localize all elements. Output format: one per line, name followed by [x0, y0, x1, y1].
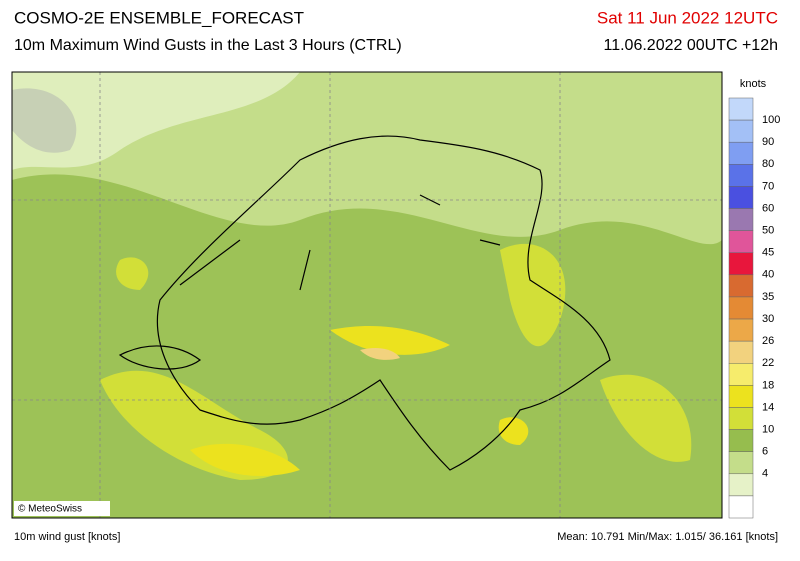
legend-swatch — [728, 407, 754, 430]
legend-label: 10 — [762, 423, 774, 435]
legend-swatch — [728, 340, 754, 364]
legend-label: 70 — [762, 180, 774, 192]
legend-swatch — [728, 164, 754, 187]
legend-swatch — [728, 296, 754, 320]
legend-label: 30 — [762, 313, 774, 325]
legend-swatch — [728, 208, 754, 231]
legend-label: 14 — [762, 401, 774, 413]
legend-label: 22 — [762, 357, 774, 369]
legend-label: 50 — [762, 225, 774, 237]
legend-swatch — [728, 141, 754, 165]
legend-label: 90 — [762, 136, 774, 148]
map: © MeteoSwiss — [12, 72, 722, 518]
legend-swatch — [728, 451, 754, 475]
run-time: 11.06.2022 00UTC +12h — [604, 37, 779, 54]
legend-swatch — [728, 363, 754, 386]
legend-swatch — [728, 252, 754, 276]
footer-left: 10m wind gust [knots] — [14, 531, 120, 543]
legend-label: 60 — [762, 202, 774, 214]
valid-time: Sat 11 Jun 2022 12UTC — [597, 8, 778, 27]
legend-swatch — [728, 230, 754, 253]
legend-label: 18 — [762, 379, 774, 391]
legend-label: 35 — [762, 291, 774, 303]
legend-swatch — [728, 119, 754, 143]
credit: © MeteoSwiss — [18, 504, 82, 515]
legend-label: 80 — [762, 158, 774, 170]
legend-swatch — [728, 429, 754, 452]
legend-label: 40 — [762, 269, 774, 281]
subtitle: 10m Maximum Wind Gusts in the Last 3 Hou… — [14, 37, 402, 54]
legend-swatch — [728, 473, 754, 497]
legend-label: 100 — [762, 114, 780, 126]
color-legend: knots 100 90 80 70 60 50 45 40 35 30 26 22 18 14 10 6 4 — [728, 78, 780, 519]
footer-right: Mean: 10.791 Min/Max: 1.015/ 36.161 [kno… — [557, 531, 778, 543]
legend-swatch — [728, 186, 754, 209]
legend-label: 4 — [762, 468, 768, 480]
legend-swatch — [728, 495, 754, 519]
legend-unit: knots — [740, 78, 767, 90]
legend-swatch — [728, 274, 754, 298]
legend-swatch — [728, 97, 754, 121]
legend-swatch — [728, 385, 754, 408]
legend-label: 45 — [762, 247, 774, 259]
title: COSMO-2E ENSEMBLE_FORECAST — [14, 8, 304, 27]
legend-swatch — [728, 318, 754, 342]
legend-label: 6 — [762, 446, 768, 458]
legend-label: 26 — [762, 335, 774, 347]
